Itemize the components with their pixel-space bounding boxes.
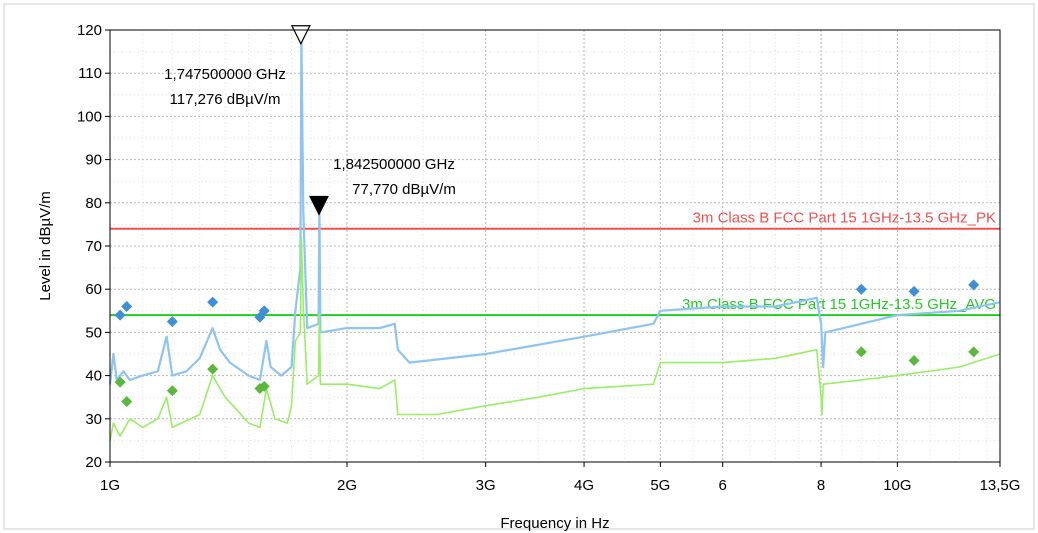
y-tick-label: 40 (85, 368, 102, 385)
y-tick-label: 80 (85, 195, 102, 212)
x-tick-label: 10G (883, 477, 911, 494)
limit-line-label: 3m Class B FCC Part 15 1GHz-13.5 GHz_AVG (682, 296, 996, 313)
measurement-points (114, 279, 980, 408)
marker-2-triangle (309, 195, 329, 216)
peak-point (207, 296, 219, 308)
x-tick-label: 6 (719, 477, 727, 494)
trace-line (108, 37, 1001, 385)
x-tick-label: 3G (476, 477, 496, 494)
y-tick-label: 70 (85, 238, 102, 255)
avg-point (908, 354, 920, 366)
x-tick-label: 4G (574, 477, 594, 494)
avg-point (207, 363, 219, 375)
y-tick-label: 20 (85, 454, 102, 471)
avg-point (258, 380, 270, 392)
marker-2-frequency: 1,842500000 GHz (333, 156, 455, 173)
marker-group: 1,747500000 GHz 117,276 dBµV/m 1,842500000… (164, 25, 456, 216)
limit-line-label: 3m Class B FCC Part 15 1GHz-13.5 GHz_PK (693, 210, 996, 227)
y-tick-label: 100 (77, 108, 102, 125)
avg-point (855, 346, 867, 358)
trace-line (109, 236, 1001, 441)
peak-point (114, 309, 126, 321)
y-tick-label: 50 (85, 324, 102, 341)
marker-1-level: 117,276 dBµV/m (170, 91, 281, 108)
chart-border (3, 3, 1035, 530)
avg-point (968, 346, 980, 358)
y-tick-label: 60 (85, 281, 102, 298)
marker-2-level: 77,770 dBµV/m (352, 181, 456, 198)
x-tick-label: 8 (817, 477, 825, 494)
x-tick-label: 2G (337, 477, 357, 494)
x-axis-title: Frequency in Hz (500, 515, 609, 532)
peak-point (855, 283, 867, 295)
avg-point (166, 385, 178, 397)
peak-point (968, 279, 980, 291)
limit-lines: 3m Class B FCC Part 15 1GHz-13.5 GHz_PK 3… (110, 210, 1000, 317)
marker-1-frequency: 1,747500000 GHz (164, 66, 286, 83)
y-tick-label: 30 (85, 411, 102, 428)
peak-point (908, 285, 920, 297)
x-tick-label: 1G (100, 477, 120, 494)
data-traces (108, 37, 1001, 441)
peak-point (258, 305, 270, 317)
y-tick-label: 120 (77, 22, 102, 39)
y-tick-label: 110 (78, 65, 102, 82)
peak-point (166, 316, 178, 328)
peak-point (121, 300, 133, 312)
avg-point (121, 396, 133, 408)
x-tick-label: 5G (650, 477, 670, 494)
axes-labels: 1G 2G 3G 4G 5G 6 8 10G 13,5G 20 30 40 50 60 70 80 90 100 1… (77, 22, 1020, 494)
y-axis-title: Level in dBµV/m (37, 191, 54, 301)
y-tick-label: 90 (85, 152, 102, 169)
x-tick-label: 13,5G (980, 477, 1021, 494)
avg-point (114, 376, 126, 388)
